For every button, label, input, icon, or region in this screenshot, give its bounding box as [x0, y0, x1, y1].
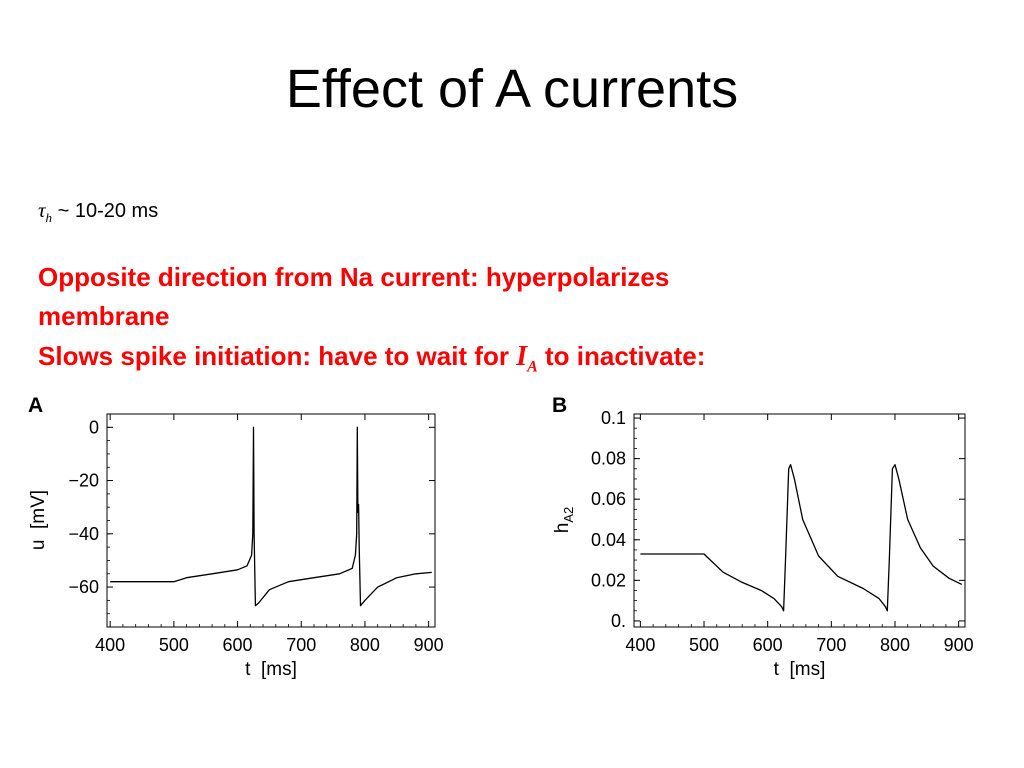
ia-symbol: IA [516, 341, 538, 376]
x-tick-label: 400 [95, 635, 125, 655]
y-tick-label: 0. [611, 611, 626, 631]
bullet-slows-spike: Slows spike initiation: have to wait for… [38, 343, 705, 376]
tau-subscript: h [45, 210, 53, 225]
y-tick-label: 0.08 [591, 449, 626, 469]
series-line [110, 426, 432, 607]
bullet-inactivate-text: to inactivate: [537, 341, 706, 371]
x-tick-label: 800 [880, 635, 910, 655]
y-tick-label: −20 [68, 471, 99, 491]
x-tick-label: 900 [414, 635, 444, 655]
panel-letter: B [552, 394, 567, 417]
x-axis-label: t [ms] [774, 659, 826, 680]
x-tick-label: 600 [753, 635, 783, 655]
plot-frame [633, 413, 966, 628]
bullet-opposite-direction: Opposite direction from Na current: hype… [38, 262, 670, 292]
bullet-membrane: membrane [38, 301, 170, 331]
series-line [640, 464, 963, 612]
x-tick-label: 500 [689, 635, 719, 655]
y-tick-label: 0.02 [591, 570, 626, 590]
tau-line: τh ~ 10-20 ms [38, 198, 158, 226]
chart-panel-a: A 400 500 600 700 800 900 0 −20 −40 −60 t [ms] u [mV… [28, 394, 444, 680]
y-axis-label: hA2 [552, 507, 576, 533]
slide-title: Effect of A currents [285, 59, 739, 119]
x-tick-label: 700 [816, 635, 846, 655]
panel-letter: A [28, 394, 43, 417]
y-tick-label: −40 [68, 524, 99, 544]
x-tick-label: 700 [286, 635, 316, 655]
chart-panel-b: B 400 500 600 700 800 900 0. 0.02 0.04 0.06 0.08 0.1… [552, 394, 974, 680]
y-tick-label: 0 [89, 417, 99, 437]
y-tick-label: 0.1 [601, 408, 626, 428]
y-tick-label: 0.06 [591, 489, 626, 509]
x-tick-label: 900 [944, 635, 974, 655]
y-tick-label: 0.04 [591, 530, 626, 550]
bullet-slows-spike-text: Slows spike initiation: have to wait for [38, 341, 517, 371]
x-tick-label: 500 [159, 635, 189, 655]
y-axis-label-subscript: A2 [561, 507, 576, 523]
y-tick-label: −60 [68, 577, 99, 597]
plot-frame [106, 413, 436, 628]
x-tick-label: 800 [350, 635, 380, 655]
x-tick-label: 600 [223, 635, 253, 655]
x-axis-label: t [ms] [245, 659, 297, 680]
y-axis-label: u [mV] [28, 490, 49, 550]
tau-symbol: τ [38, 198, 46, 222]
tau-value: ~ 10-20 ms [52, 200, 159, 222]
x-tick-label: 400 [625, 635, 655, 655]
